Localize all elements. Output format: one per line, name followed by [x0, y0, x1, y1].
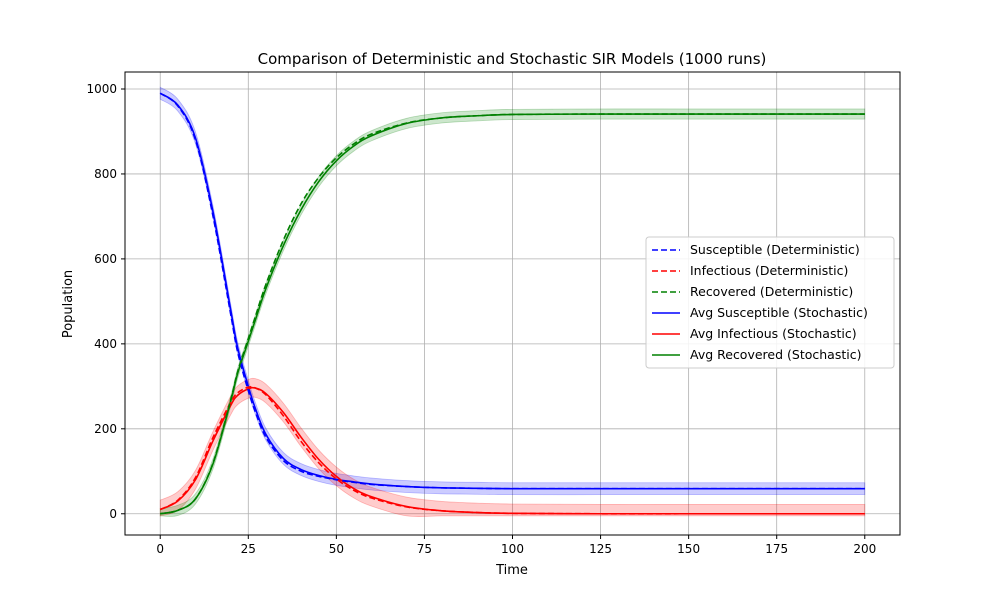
x-tick-label: 75: [417, 542, 432, 556]
x-tick-label: 175: [765, 542, 788, 556]
legend-box: [645, 236, 895, 369]
y-axis-label: Population: [61, 270, 76, 338]
legend-label-5: Avg Recovered (Stochastic): [690, 347, 861, 362]
legend-label-3: Avg Susceptible (Stochastic): [690, 305, 868, 320]
x-axis-label: Time: [495, 563, 528, 578]
confidence-band-4: [159, 377, 866, 518]
x-tick-label: 0: [156, 542, 164, 556]
x-tick-label: 25: [241, 542, 256, 556]
series-line-5: [160, 113, 865, 515]
confidence-band-5: [159, 108, 866, 517]
chart-title: Comparison of Deterministic and Stochast…: [258, 50, 767, 68]
y-tick-label: 200: [94, 422, 117, 436]
y-tick-label: 1000: [86, 82, 117, 96]
legend: Susceptible (Deterministic) Infectious (D…: [645, 236, 895, 369]
x-tick-label: 50: [329, 542, 344, 556]
x-axis-ticks: 0 25 50 75 100 125 150 175 200: [156, 535, 876, 556]
y-tick-label: 800: [94, 167, 117, 181]
confidence-bands: [159, 86, 866, 518]
x-tick-label: 100: [501, 542, 524, 556]
y-axis-ticks: 0 200 400 600 800 1000: [86, 82, 125, 521]
confidence-band-3: [159, 86, 866, 496]
legend-label-0: Susceptible (Deterministic): [690, 242, 860, 257]
y-tick-label: 600: [94, 252, 117, 266]
x-tick-label: 200: [853, 542, 876, 556]
x-tick-label: 125: [589, 542, 612, 556]
legend-label-1: Infectious (Deterministic): [690, 263, 848, 278]
legend-label-2: Recovered (Deterministic): [690, 284, 853, 299]
y-tick-label: 0: [109, 507, 117, 521]
legend-label-4: Avg Infectious (Stochastic): [690, 326, 857, 341]
series-lines: [159, 92, 865, 515]
series-line-0: [159, 92, 865, 490]
x-tick-label: 150: [677, 542, 700, 556]
y-tick-label: 400: [94, 337, 117, 351]
